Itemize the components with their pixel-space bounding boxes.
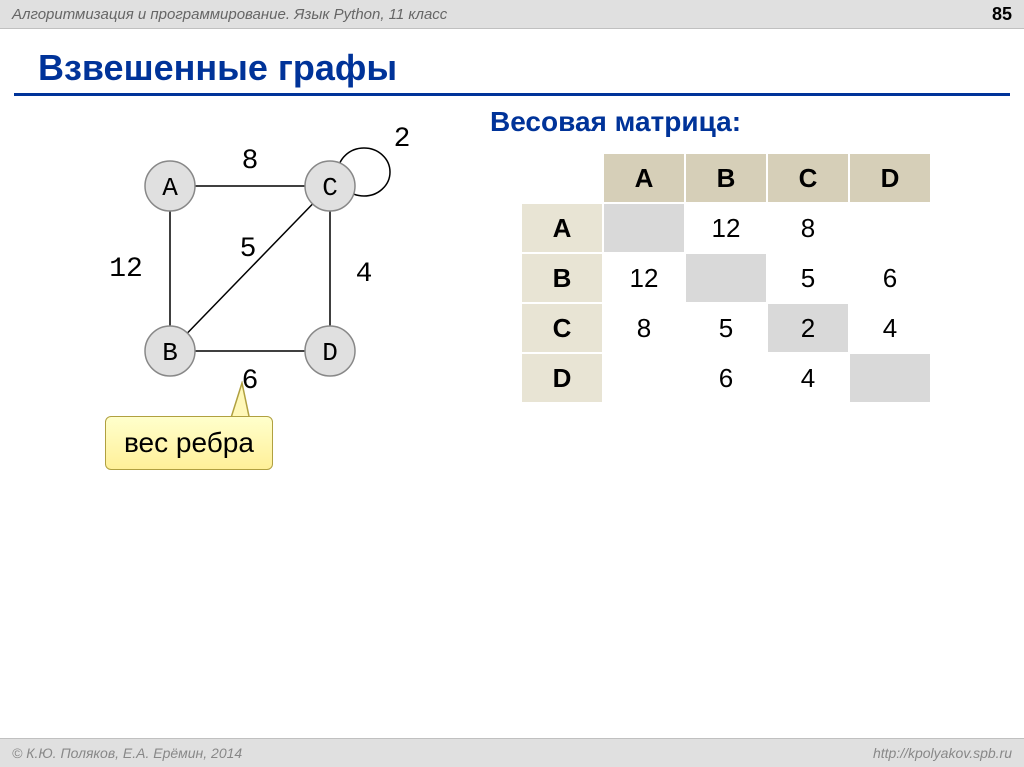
- matrix-cell: 5: [685, 303, 767, 353]
- matrix-col-header: A: [603, 153, 685, 203]
- matrix-title: Весовая матрица:: [490, 106, 994, 138]
- footer-bar: © К.Ю. Поляков, Е.А. Ерёмин, 2014 http:/…: [0, 738, 1024, 767]
- matrix-cell: [849, 353, 931, 403]
- matrix-cell: 6: [685, 353, 767, 403]
- matrix-col-header: C: [767, 153, 849, 203]
- matrix-cell: 12: [685, 203, 767, 253]
- matrix-row-header: B: [521, 253, 603, 303]
- edge-weight-label: 5: [240, 234, 257, 265]
- graph-svg: ACBD 8125462: [30, 106, 450, 416]
- matrix-cell: 12: [603, 253, 685, 303]
- footer-url: http://kpolyakov.spb.ru: [873, 745, 1012, 761]
- matrix-cell: 6: [849, 253, 931, 303]
- weight-matrix-table: ABCDA128B1256C8524D64: [520, 152, 932, 404]
- callout-text: вес ребра: [124, 427, 254, 458]
- matrix-cell: [603, 353, 685, 403]
- matrix-cell: 8: [767, 203, 849, 253]
- page-title: Взвешенные графы: [38, 47, 1024, 93]
- matrix-row-header: A: [521, 203, 603, 253]
- callout-pointer: [210, 381, 270, 421]
- edge-weight-callout: вес ребра: [105, 416, 273, 470]
- graph-node-label: A: [162, 173, 178, 203]
- content-area: ACBD 8125462 вес ребра Весовая матрица: …: [0, 96, 1024, 476]
- matrix-row-header: C: [521, 303, 603, 353]
- matrix-col-header: D: [849, 153, 931, 203]
- matrix-cell: [603, 203, 685, 253]
- matrix-corner: [521, 153, 603, 203]
- copyright-text: © К.Ю. Поляков, Е.А. Ерёмин, 2014: [12, 745, 242, 761]
- edge-weight-label: 2: [394, 124, 411, 155]
- matrix-cell: 2: [767, 303, 849, 353]
- graph-node-label: B: [162, 338, 178, 368]
- course-title: Алгоритмизация и программирование. Язык …: [12, 6, 447, 23]
- header-bar: Алгоритмизация и программирование. Язык …: [0, 0, 1024, 29]
- edge-weight-label: 4: [356, 259, 373, 290]
- matrix-cell: 4: [767, 353, 849, 403]
- graph-node-label: C: [322, 173, 338, 203]
- page-number: 85: [992, 4, 1012, 25]
- matrix-col-header: B: [685, 153, 767, 203]
- matrix-cell: [849, 203, 931, 253]
- matrix-cell: 8: [603, 303, 685, 353]
- matrix-panel: Весовая матрица: ABCDA128B1256C8524D64: [450, 106, 994, 466]
- matrix-cell: 4: [849, 303, 931, 353]
- graph-node-label: D: [322, 338, 338, 368]
- edge-weight-label: 8: [242, 146, 259, 177]
- matrix-row-header: D: [521, 353, 603, 403]
- graph-panel: ACBD 8125462 вес ребра: [30, 106, 450, 466]
- matrix-cell: 5: [767, 253, 849, 303]
- edge-weight-label: 12: [109, 254, 143, 285]
- matrix-cell: [685, 253, 767, 303]
